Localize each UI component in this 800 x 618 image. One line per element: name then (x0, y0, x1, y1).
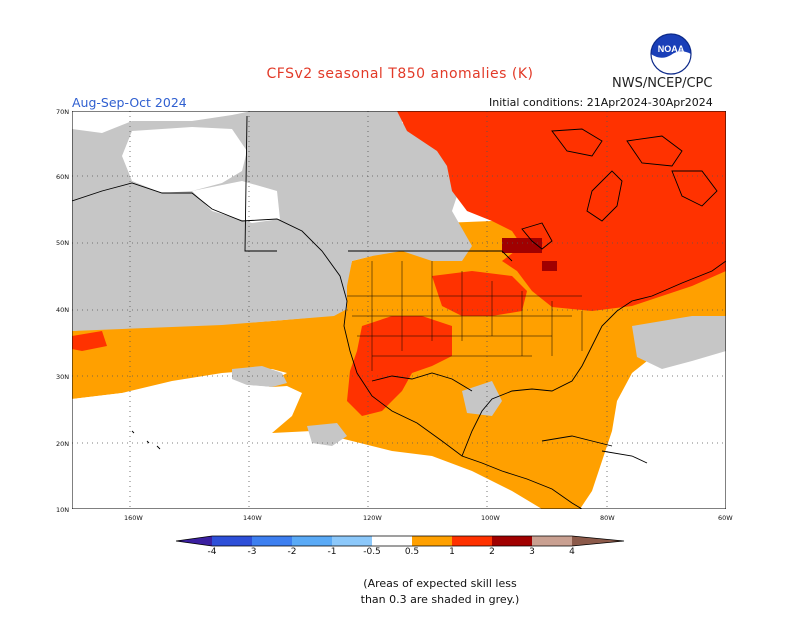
coastlines (72, 115, 726, 509)
low-skill-region-mexico (307, 423, 347, 446)
initial-conditions-label: Initial conditions: 21Apr2024-30Apr2024 (489, 96, 713, 109)
colorbar-swatch (412, 536, 452, 546)
lon-label: 120W (363, 514, 382, 522)
noaa-logo: NOAA (650, 33, 692, 75)
colorbar-swatch (452, 536, 492, 546)
colorbar-label: -2 (287, 547, 297, 557)
colorbar-label: 4 (569, 547, 575, 557)
neutral-region-alaska (122, 127, 247, 193)
lat-label: 70N (56, 108, 70, 116)
lon-label: 60W (718, 514, 733, 522)
season-label: Aug-Sep-Oct 2024 (72, 95, 187, 110)
anomaly-region-red-southwest (347, 316, 452, 416)
anomaly-region-red-west (72, 331, 107, 351)
colorbar-swatch (292, 536, 332, 546)
low-skill-region-atlantic (632, 316, 726, 369)
colorbar-swatch (372, 536, 412, 546)
colorbar-swatch (332, 536, 372, 546)
colorbar (175, 535, 625, 547)
lon-label: 100W (481, 514, 500, 522)
skill-note: (Areas of expected skill less than 0.3 a… (300, 576, 580, 608)
colorbar-swatch (212, 536, 252, 546)
lon-label: 80W (600, 514, 615, 522)
colorbar-label: 3 (529, 547, 535, 557)
lat-label: 30N (56, 373, 70, 381)
colorbar-arrow-right (572, 536, 624, 546)
colorbar-label: -0.5 (363, 547, 381, 557)
skill-note-line: than 0.3 are shaded in grey.) (360, 593, 520, 606)
lat-label: 10N (56, 506, 70, 514)
lat-label: 50N (56, 239, 70, 247)
lon-label: 160W (124, 514, 143, 522)
colorbar-label: 0.5 (404, 547, 420, 557)
low-skill-region-gulf (462, 381, 502, 416)
anomaly-region-darkred (502, 238, 542, 253)
colorbar-label: -3 (247, 547, 257, 557)
colorbar-swatch (492, 536, 532, 546)
anomaly-region-red-canada (397, 111, 726, 311)
neutral-region-pacific (72, 381, 302, 509)
neutral-region-alaska-east (192, 181, 280, 223)
anomaly-region-darkred (542, 261, 557, 271)
colorbar-swatch (532, 536, 572, 546)
colorbar-label: 1 (449, 547, 455, 557)
anomaly-map (72, 111, 726, 509)
low-skill-region-pacific (232, 366, 287, 387)
state-borders (347, 261, 583, 371)
anomaly-region-red-plains (432, 271, 527, 316)
lat-label: 60N (56, 173, 70, 181)
colorbar-arrow-left (176, 536, 212, 546)
colorbar-label: -4 (207, 547, 217, 557)
lon-label: 140W (243, 514, 262, 522)
map-title: CFSv2 seasonal T850 anomalies (K) (266, 66, 534, 82)
logo-text: NOAA (658, 44, 685, 54)
skill-note-line: (Areas of expected skill less (363, 577, 517, 590)
lat-label: 20N (56, 440, 70, 448)
agency-label: NWS/NCEP/CPC (612, 76, 713, 91)
colorbar-label: -1 (327, 547, 337, 557)
colorbar-label: 2 (489, 547, 495, 557)
colorbar-swatch (252, 536, 292, 546)
lat-label: 40N (56, 306, 70, 314)
neutral-region-se-corner (612, 486, 672, 509)
